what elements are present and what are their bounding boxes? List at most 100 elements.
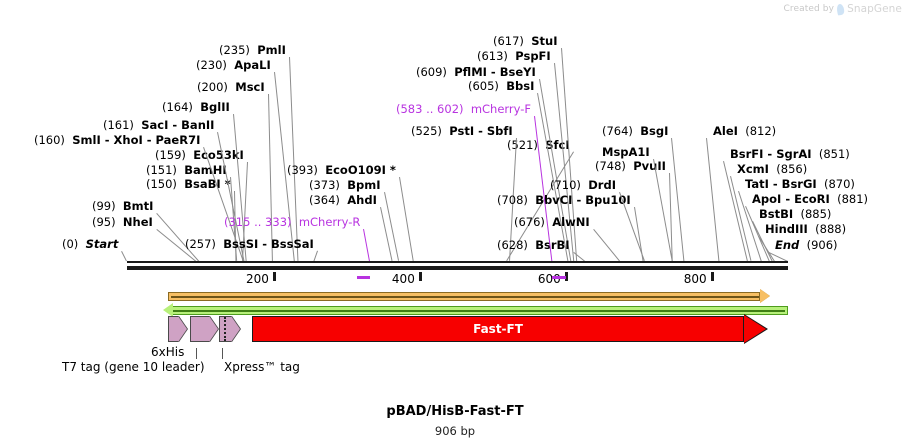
snapgene-leaf-icon	[836, 3, 845, 15]
enzyme-name: BsrFI - SgrAI	[730, 147, 812, 161]
enzyme-label-bbsi: (605) BbsI	[468, 80, 534, 92]
enzyme-position: (364)	[309, 193, 340, 207]
enzyme-label-eco53ki: (159) Eco53kI	[155, 149, 244, 161]
enzyme-name: BsrBI	[535, 238, 570, 252]
leader-line-alwni	[593, 229, 621, 262]
enzyme-position: (99)	[92, 199, 116, 213]
ruler-top-line	[127, 261, 788, 263]
cds-label: Fast-FT	[473, 322, 523, 336]
enzyme-label-ahdi: (364) AhdI	[309, 194, 377, 206]
enzyme-name: SacI - BanII	[141, 118, 215, 132]
primer-bar-mcherry-r	[356, 276, 370, 279]
enzyme-label-bpmi: (373) BpmI	[309, 179, 381, 191]
watermark-prefix: Created by	[783, 4, 835, 14]
feature-tag-xpress-tag	[219, 316, 241, 342]
primer-name: mCherry-F	[470, 102, 532, 116]
enzyme-position: (764)	[602, 124, 633, 138]
orf-reverse-bar	[172, 306, 788, 315]
enzyme-name: AlwNI	[552, 215, 590, 229]
ruler-tick-label-600: 600	[537, 272, 561, 286]
enzyme-name: MscI	[235, 80, 265, 94]
enzyme-label-bsabi-: (150) BsaBI *	[146, 178, 231, 190]
enzyme-label-nhei: (95) NheI	[92, 216, 153, 228]
enzyme-label-start: (0) Start	[62, 238, 118, 250]
feature-tick	[222, 348, 223, 359]
enzyme-position: (160)	[34, 133, 65, 147]
enzyme-position: (710)	[550, 178, 581, 192]
enzyme-label-bsrbi: (628) BsrBI	[497, 239, 570, 251]
enzyme-label-bamhi: (151) BamHI	[146, 164, 227, 176]
enzyme-name: AhdI	[347, 193, 377, 207]
leader-line-pflmi-bseyi	[539, 79, 572, 262]
enzyme-label-hindiii: HindIII (888)	[765, 223, 846, 235]
enzyme-name: BsgI	[640, 124, 669, 138]
enzyme-label-drdi: (710) DrdI	[550, 179, 616, 191]
enzyme-position: (525)	[411, 124, 442, 138]
enzyme-name: PspFI	[515, 49, 551, 63]
feature-cds-fast-ft: Fast-FT	[252, 314, 768, 344]
enzyme-position: (881)	[837, 192, 869, 206]
cds-body	[252, 316, 744, 342]
enzyme-label-saci-banii: (161) SacI - BanII	[103, 119, 214, 131]
enzyme-position: (521)	[507, 138, 538, 152]
enzyme-position: (851)	[818, 147, 850, 161]
enzyme-name: StuI	[531, 34, 558, 48]
orf-forward-bar	[168, 292, 760, 301]
watermark-brand: SnapGene	[847, 3, 902, 15]
ruler-tick-label-200: 200	[246, 272, 269, 286]
enzyme-label-alwni: (676) AlwNI	[514, 216, 590, 228]
primer-label-mcherry-f: (583 .. 602) mCherry-F	[396, 103, 531, 115]
orf-reverse-arrowhead	[163, 303, 173, 317]
enzyme-position: (609)	[416, 65, 447, 79]
primer-label-mcherry-r: (315 .. 333) mCherry-R	[224, 216, 360, 228]
enzyme-label-bbvci-bpu10i: (708) BbvCI - Bpu10I	[497, 194, 631, 206]
leader-line-msci	[268, 94, 273, 262]
feature-tick	[196, 348, 197, 359]
tag-arrowhead	[209, 316, 218, 342]
ruler-tick-label-400: 400	[391, 272, 415, 286]
page-title: pBAD/HisB-Fast-FT	[386, 404, 524, 419]
enzyme-position: (235)	[219, 43, 250, 57]
enzyme-position: (200)	[197, 80, 228, 94]
ruler-tick-600	[564, 272, 568, 281]
enzyme-name: Start	[85, 237, 119, 251]
leader-line-bsgi	[671, 138, 685, 262]
leader-line-drdi	[619, 192, 645, 262]
enzyme-position: (95)	[92, 215, 116, 229]
feature-label-6xhis: 6xHis	[151, 345, 185, 359]
enzyme-label-tati-bsrgi: TatI - BsrGI (870)	[745, 178, 855, 190]
leader-line-alei	[706, 138, 720, 262]
enzyme-position: (888)	[815, 222, 847, 236]
tag-arrowhead	[231, 316, 240, 342]
enzyme-position: (748)	[595, 159, 626, 173]
enzyme-name: BstBI	[759, 207, 794, 221]
enzyme-name: BbvCI - Bpu10I	[535, 193, 631, 207]
enzyme-position: (393)	[287, 163, 318, 177]
primer-leader-mcherry-r	[363, 229, 370, 262]
tag-arrowhead	[178, 316, 187, 342]
enzyme-name: PmlI	[257, 43, 286, 57]
enzyme-label-bsrfi-sgrai: BsrFI - SgrAI (851)	[730, 148, 850, 160]
ruler-bar	[127, 266, 788, 270]
enzyme-label-pvuii: (748) PvuII	[595, 160, 666, 172]
enzyme-name: BsaBI *	[184, 177, 231, 191]
leader-line-bpmi	[384, 192, 400, 262]
feature-label-xpress-tag: Xpress™ tag	[224, 360, 300, 374]
snapgene-watermark: Created by SnapGene	[784, 3, 902, 15]
enzyme-name: XcmI	[737, 162, 769, 176]
enzyme-position: (613)	[477, 49, 508, 63]
leader-line-ecoo109i-	[399, 177, 414, 262]
leader-line-start	[121, 251, 127, 262]
enzyme-position: (628)	[497, 238, 528, 252]
leader-line-bsssi-bsssai	[313, 250, 318, 261]
enzyme-label-alei: AleI (812)	[713, 125, 776, 137]
enzyme-position: (856)	[776, 162, 808, 176]
enzyme-position: (708)	[497, 193, 528, 207]
enzyme-position: (373)	[309, 178, 340, 192]
enzyme-name: BamHI	[184, 163, 227, 177]
enzyme-name: BmtI	[122, 199, 154, 213]
ruler-tick-label-800: 800	[683, 272, 707, 286]
enzyme-name: EcoO109I *	[325, 163, 396, 177]
enzyme-label-bsssi-bsssai: (257) BssSI - BssSaI	[185, 238, 314, 250]
